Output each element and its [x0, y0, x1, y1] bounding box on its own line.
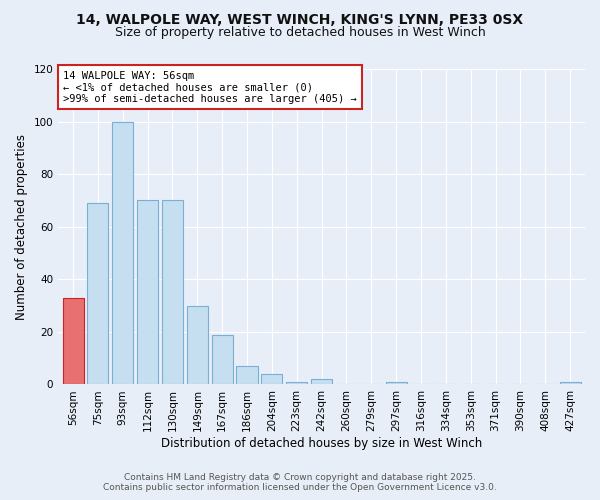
Bar: [262, 374, 283, 384]
Bar: [137, 200, 158, 384]
Bar: [88, 203, 109, 384]
X-axis label: Distribution of detached houses by size in West Winch: Distribution of detached houses by size …: [161, 437, 482, 450]
Bar: [112, 122, 133, 384]
Text: Contains HM Land Registry data © Crown copyright and database right 2025.
Contai: Contains HM Land Registry data © Crown c…: [103, 473, 497, 492]
Bar: [386, 382, 407, 384]
Bar: [212, 334, 233, 384]
Bar: [560, 382, 581, 384]
Bar: [286, 382, 307, 384]
Bar: [62, 298, 83, 384]
Text: 14 WALPOLE WAY: 56sqm
← <1% of detached houses are smaller (0)
>99% of semi-deta: 14 WALPOLE WAY: 56sqm ← <1% of detached …: [64, 70, 357, 104]
Bar: [187, 306, 208, 384]
Text: 14, WALPOLE WAY, WEST WINCH, KING'S LYNN, PE33 0SX: 14, WALPOLE WAY, WEST WINCH, KING'S LYNN…: [76, 12, 524, 26]
Bar: [236, 366, 257, 384]
Bar: [162, 200, 183, 384]
Y-axis label: Number of detached properties: Number of detached properties: [15, 134, 28, 320]
Text: Size of property relative to detached houses in West Winch: Size of property relative to detached ho…: [115, 26, 485, 39]
Bar: [311, 379, 332, 384]
